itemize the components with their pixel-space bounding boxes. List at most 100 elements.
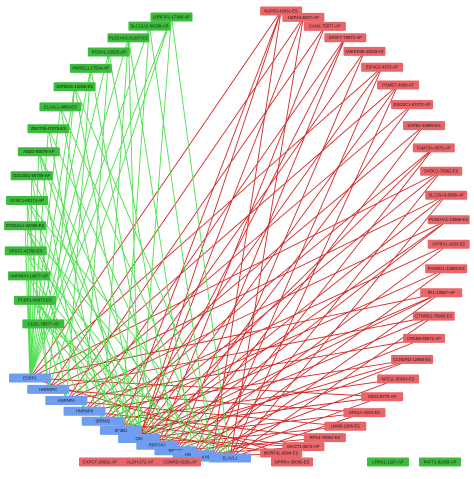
node-box <box>39 102 82 112</box>
edge <box>193 147 435 456</box>
node-label: PLEKHA1-13966-ES <box>429 217 468 222</box>
edge <box>66 337 425 401</box>
edge <box>120 10 282 431</box>
edge <box>38 151 85 412</box>
node-box <box>4 246 47 256</box>
edge <box>108 51 176 451</box>
node-label: PLEKHA5-81007-ES <box>109 35 148 40</box>
edge <box>38 151 140 439</box>
node-label: ESRP1 <box>23 375 37 380</box>
node-box <box>391 354 434 364</box>
nodes: NUP93-42001-ES HSPA4-8207-AP CANX-75977-AP… <box>4 6 470 467</box>
node: LMNB-1996-ES <box>324 421 367 431</box>
edge <box>28 275 176 452</box>
node-box <box>27 384 70 394</box>
node: CREB5-80572-AP <box>403 333 446 343</box>
node-label: PSMD7-4989-AT <box>382 82 414 87</box>
edge <box>229 84 399 459</box>
edge <box>47 17 304 390</box>
node: CANX-75977-AP <box>303 21 346 31</box>
node: SEK2-8779-AP <box>361 392 404 402</box>
node: SHOC1-76962-ES <box>420 166 463 176</box>
edge <box>102 268 447 422</box>
node: SLC12A2-66298-AP <box>128 21 171 31</box>
node: SF3B1 <box>99 425 142 435</box>
node-label: IFI1-13657-AP <box>428 290 455 295</box>
node-box <box>377 80 420 90</box>
edge <box>102 51 365 422</box>
node-label: ELAVL1-4860-ES <box>44 104 77 109</box>
node: NPRRA-30090-ES <box>271 457 313 467</box>
node-label: SPK2A-4294-ES <box>349 410 380 415</box>
edge <box>38 151 176 451</box>
edge <box>171 17 231 459</box>
node: PCBP1-66873-ES <box>13 295 56 305</box>
node-box <box>419 457 461 467</box>
node: ELAVL1 <box>209 453 251 463</box>
node-label: SRRM2 <box>95 419 110 424</box>
node: EXPOT-20952-AP <box>79 457 121 467</box>
edge <box>60 106 213 458</box>
edge <box>229 315 435 459</box>
node-label: EXOSC1-87070-AP <box>394 102 431 107</box>
edge <box>120 292 442 431</box>
node-label: SF3B1 <box>115 428 128 433</box>
node-label: CANX-75977-AP <box>309 24 341 29</box>
edge <box>65 26 326 401</box>
node-box <box>425 264 468 274</box>
edge <box>175 243 449 452</box>
edge <box>175 125 425 452</box>
node: QKI <box>118 433 161 443</box>
node-label: SLC12A2-66298-AP <box>130 24 168 29</box>
edge <box>84 410 325 439</box>
node: CTNND1-78965-ES <box>412 311 455 321</box>
node-label: FAM73A-8575-AP <box>417 145 451 150</box>
edge <box>120 396 383 431</box>
node-label: HSPA4-8207-AP <box>288 15 319 20</box>
node: COMRD-6165-AP <box>159 457 201 467</box>
edge <box>211 10 282 458</box>
edge <box>24 225 213 458</box>
node-label: SORBS1-12055-ES <box>56 84 93 89</box>
node-label: HNRNPH-14677-AP <box>10 273 48 278</box>
node: PHARD1-13689-ES <box>425 264 468 274</box>
node-box <box>63 406 106 416</box>
node-label: SLC25A3-6989-AP <box>428 193 464 198</box>
node-box <box>420 288 463 298</box>
edge <box>29 66 383 379</box>
node-label: NFE1L-80054-ES <box>382 376 415 381</box>
edge <box>211 396 383 458</box>
node: ZNF706-47075-ES <box>27 124 70 134</box>
node-box <box>303 21 346 31</box>
edge <box>156 104 413 446</box>
node-label: EXPOT-20952-AP <box>83 459 117 464</box>
edge <box>211 67 383 458</box>
node: FAM73A-8575-AP <box>412 143 455 153</box>
edge <box>229 17 304 459</box>
node-box <box>403 121 446 131</box>
node-label: SRSF2-42780-ES <box>9 248 43 253</box>
node-box <box>403 333 446 343</box>
node: ESRP1 <box>9 373 51 383</box>
edge <box>48 128 195 455</box>
node-box <box>22 319 65 329</box>
edge <box>138 37 346 439</box>
node-label: MAGT1-9572-AP <box>287 444 319 449</box>
node: NFE1L-80054-ES <box>377 374 420 384</box>
node-box <box>427 215 470 225</box>
node-box <box>87 47 130 57</box>
edge <box>66 219 449 401</box>
edge <box>148 26 213 458</box>
node: PSMD7-4989-AT <box>377 80 420 90</box>
node-label: NUP93-42001-ES <box>264 8 298 13</box>
node-label: HNRNPK <box>76 409 94 414</box>
node: ALDH-372-AP <box>119 457 161 467</box>
edge <box>229 194 447 459</box>
edge <box>138 17 304 439</box>
node-box <box>4 221 47 231</box>
node: CCNERD-12968-ES <box>391 354 434 364</box>
edge <box>34 300 67 401</box>
node-label: LRRFIP1-17380-AP <box>153 14 190 19</box>
